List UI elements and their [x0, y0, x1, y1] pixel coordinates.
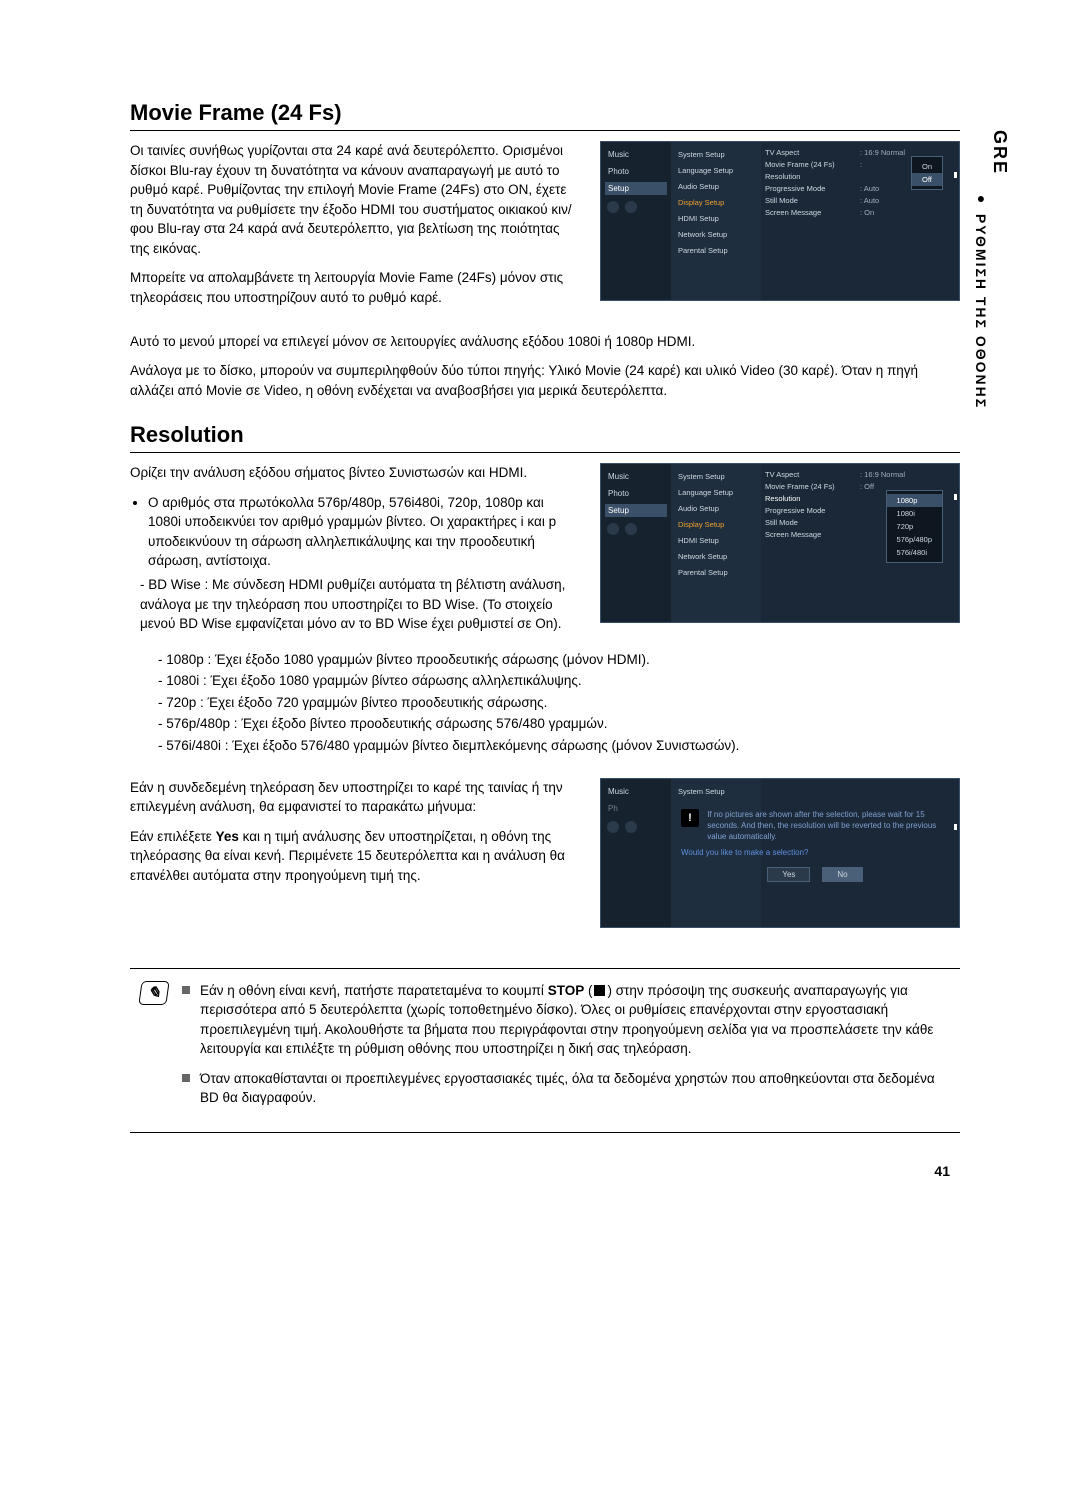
osd-mid-network: Network Setup: [675, 228, 757, 241]
alert-text: If no pictures are shown after the selec…: [707, 809, 937, 843]
side-gre: GRE: [989, 130, 1010, 379]
res-sub-1080p: - 1080p : Έχει έξοδο 1080 γραμμών βίντεο…: [158, 650, 960, 670]
divider: [130, 130, 960, 131]
page-number: 41: [130, 1163, 960, 1179]
resolution-intro: Ορίζει την ανάλυση εξόδου σήματος βίντεο…: [130, 463, 580, 483]
osd-mid-system: System Setup: [675, 148, 757, 161]
movieframe-p1: Οι ταινίες συνήθως γυρίζονται στα 24 καρ…: [130, 141, 580, 258]
note-1: Εάν η οθόνη είναι κενή, πατήστε παρατετα…: [200, 981, 950, 1059]
heading-movieframe: Movie Frame (24 Fs): [130, 100, 960, 126]
res-sub-1080i: - 1080i : Έχει έξοδο 1080 γραμμών βίντεο…: [158, 671, 960, 691]
res-sub-bdwise: - BD Wise : Με σύνδεση HDMI ρυθμίζει αυτ…: [140, 575, 580, 634]
movieframe-p4: Ανάλογα με το δίσκο, μπορούν να συμπεριλ…: [130, 361, 960, 400]
osd-mid-display: Display Setup: [675, 196, 757, 209]
res-sub-576i: - 576i/480i : Έχει έξοδο 576/480 γραμμών…: [158, 736, 960, 756]
note-icon: ✎: [138, 981, 169, 1005]
side-section: ● ΡΥΘΜΙΣΗ ΤΗΣ ΟΘΟΝΗΣ: [973, 190, 989, 409]
note-box: ✎ Εάν η οθόνη είναι κενή, πατήστε παρατε…: [130, 968, 960, 1133]
resolution-bullet1: Ο αριθμός στα πρωτόκολλα 576p/480p, 576i…: [148, 493, 580, 571]
resolution-warn-p2: Εάν επιλέξετε Yes και η τιμή ανάλυσης δε…: [130, 827, 580, 886]
osd-popup-off: Off: [912, 173, 942, 186]
warning-icon: !: [681, 809, 699, 827]
side-tab: GRE ● ΡΥΘΜΙΣΗ ΤΗΣ ΟΘΟΝΗΣ: [973, 130, 1010, 409]
osd-popup-on: On: [912, 160, 942, 173]
note-bullet-icon: [182, 1074, 190, 1082]
res-sub-576p: - 576p/480p : Έχει έξοδο βίντεο προοδευτ…: [158, 714, 960, 734]
heading-resolution: Resolution: [130, 422, 960, 448]
osd-nav-music: Music: [605, 148, 667, 161]
movieframe-p2: Μπορείτε να απολαμβάνετε τη λειτουργία M…: [130, 268, 580, 307]
movieframe-p3: Αυτό το μενού μπορεί να επιλεγεί μόνον σ…: [130, 332, 960, 352]
osd-mid-language: Language Setup: [675, 164, 757, 177]
osd-nav-photo: Photo: [605, 165, 667, 178]
osd-screenshot-3: Music Ph System Setup ! If no pictures a…: [600, 778, 960, 928]
res-sub-720p: - 720p : Έχει έξοδο 720 γραμμών βίντεο π…: [158, 693, 960, 713]
resolution-warn-p1: Εάν η συνδεδεμένη τηλεόραση δεν υποστηρί…: [130, 778, 580, 817]
note-2: Όταν αποκαθίστανται οι προεπιλεγμένες ερ…: [200, 1069, 950, 1108]
osd-mid-parental: Parental Setup: [675, 244, 757, 257]
alert-no-button: No: [822, 867, 862, 882]
divider: [130, 452, 960, 453]
osd-nav-setup: Setup: [605, 182, 667, 195]
osd-mid-hdmi: HDMI Setup: [675, 212, 757, 225]
stop-icon: [594, 985, 605, 996]
osd-mid-audio: Audio Setup: [675, 180, 757, 193]
alert-question: Would you like to make a selection?: [681, 848, 949, 857]
note-bullet-icon: [182, 986, 190, 994]
osd-screenshot-2: Music Photo Setup System Setup Language …: [600, 463, 960, 636]
osd-screenshot-1: Music Photo Setup System Setup Language …: [600, 141, 960, 318]
alert-yes-button: Yes: [767, 867, 810, 882]
